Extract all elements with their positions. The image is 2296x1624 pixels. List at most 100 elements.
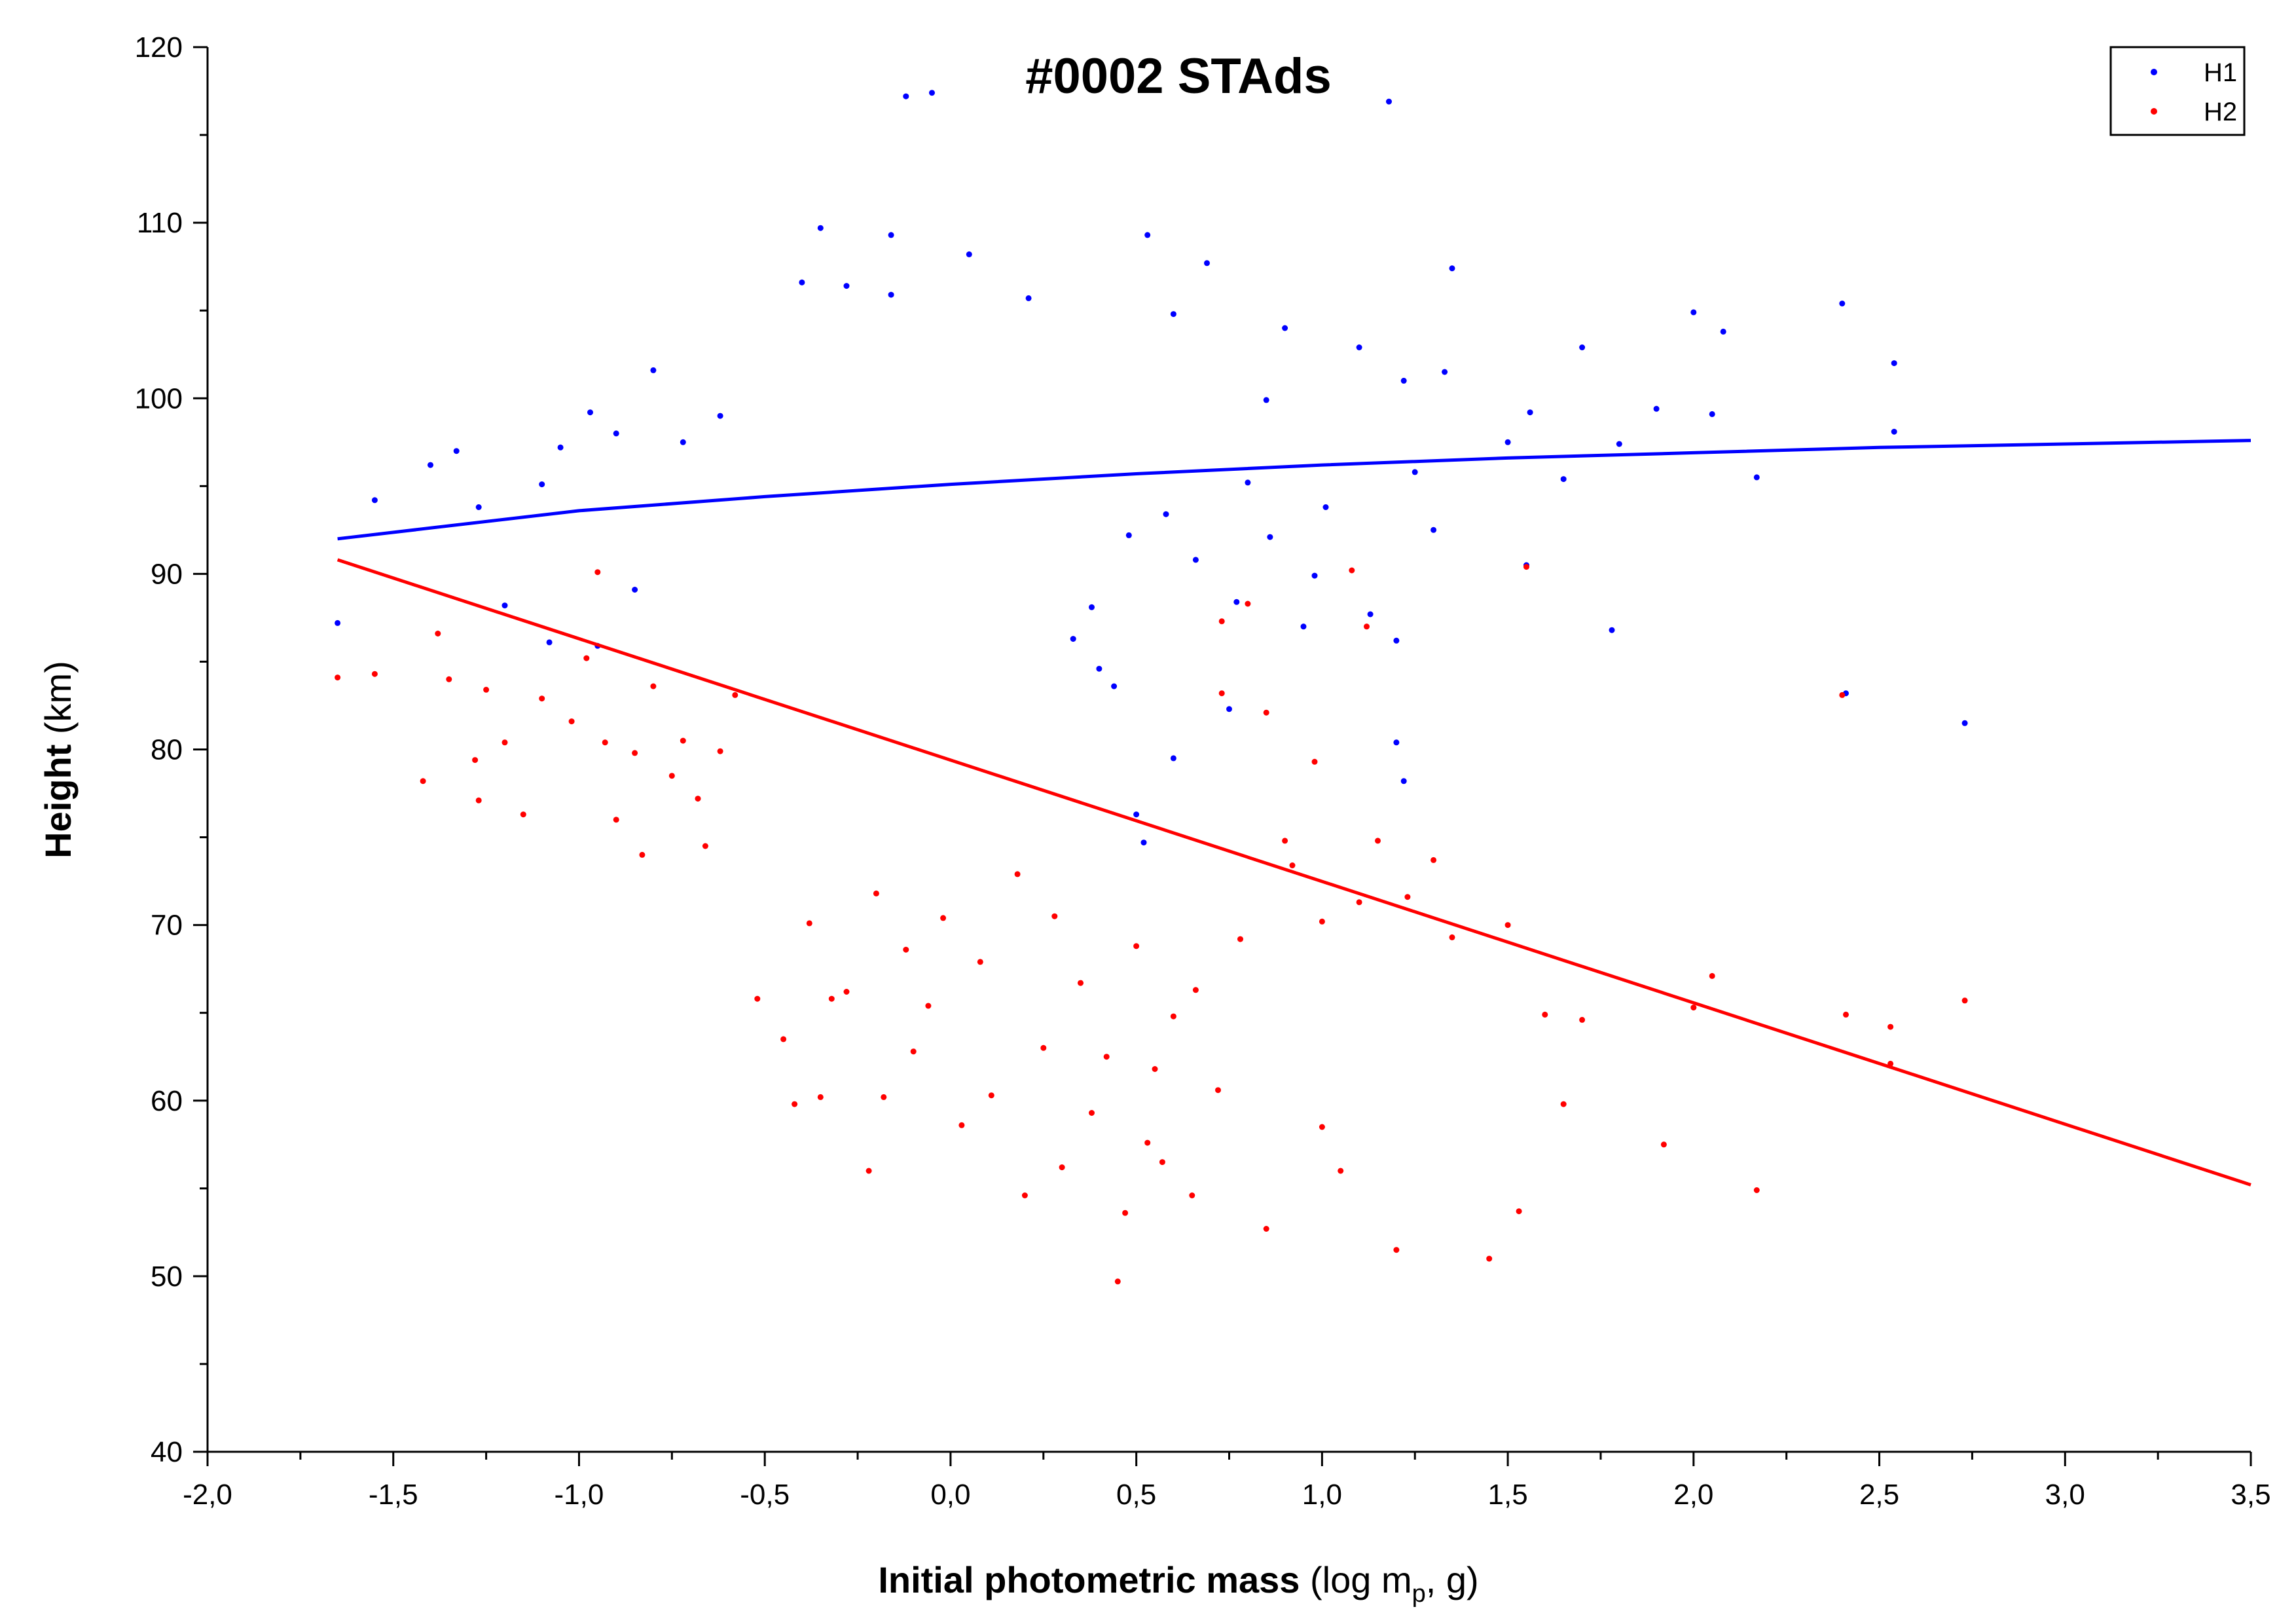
- data-point-h2: [1504, 922, 1511, 929]
- data-point-h2: [568, 718, 575, 725]
- y-tick-label: 80: [151, 734, 183, 766]
- data-point-h2: [632, 750, 638, 756]
- data-point-h2: [958, 1122, 965, 1128]
- data-point-h1: [1449, 265, 1455, 272]
- data-point-h2: [1375, 838, 1381, 844]
- data-point-h1: [1096, 665, 1102, 672]
- data-point-h1: [1690, 309, 1697, 316]
- x-tick-label: -2,0: [183, 1479, 232, 1511]
- legend-marker-h2: [2151, 108, 2157, 115]
- x-tick-label: 0,5: [1116, 1479, 1156, 1511]
- y-tick-label: 100: [135, 382, 183, 415]
- data-point-h2: [1887, 1024, 1894, 1030]
- y-tick-label: 60: [151, 1085, 183, 1117]
- fit-line-h1: [337, 439, 2251, 541]
- data-point-h2: [1356, 899, 1362, 906]
- data-point-h2: [1040, 1044, 1047, 1051]
- data-point-h2: [1311, 758, 1318, 765]
- data-point-h2: [1349, 567, 1355, 574]
- data-point-h2: [594, 569, 601, 576]
- data-point-h2: [1133, 943, 1140, 950]
- y-tick-label: 120: [135, 31, 183, 64]
- x-axis-title: Initial photometric mass (log mp, g): [878, 1559, 1478, 1608]
- data-point-h1: [1753, 474, 1760, 481]
- data-point-h2: [977, 959, 983, 965]
- points-layer: [335, 90, 1968, 1285]
- data-point-h1: [1070, 636, 1076, 642]
- data-point-h1: [501, 602, 508, 609]
- data-point-h1: [587, 409, 593, 416]
- data-point-h1: [1111, 683, 1118, 690]
- data-point-h1: [1140, 840, 1147, 846]
- data-point-h2: [1152, 1066, 1158, 1072]
- data-point-h1: [1709, 411, 1715, 417]
- data-point-h2: [650, 683, 657, 690]
- data-point-h1: [1891, 360, 1897, 367]
- data-point-h2: [717, 748, 723, 754]
- data-point-h1: [1282, 325, 1288, 331]
- data-point-h1: [1367, 611, 1374, 618]
- data-point-h2: [702, 843, 708, 849]
- data-point-h2: [866, 1168, 872, 1174]
- data-point-h1: [371, 497, 378, 504]
- legend-label-h1: H1: [2204, 58, 2237, 87]
- data-point-h2: [925, 1003, 932, 1009]
- data-point-h2: [501, 739, 508, 746]
- data-point-h2: [520, 811, 526, 818]
- data-point-h2: [680, 737, 686, 744]
- data-point-h2: [1579, 1016, 1586, 1023]
- x-axis-title-post: , g): [1426, 1559, 1479, 1600]
- data-point-h1: [1891, 428, 1897, 435]
- data-point-h2: [475, 797, 482, 803]
- data-point-h1: [1170, 755, 1176, 762]
- data-point-h1: [1125, 532, 1132, 538]
- data-point-h2: [1215, 1087, 1221, 1094]
- data-point-h2: [903, 946, 909, 953]
- data-point-h1: [966, 251, 972, 257]
- data-point-h1: [1133, 811, 1140, 818]
- data-point-h1: [1144, 232, 1151, 238]
- x-tick-label: 3,0: [2045, 1479, 2085, 1511]
- data-point-h1: [1839, 301, 1846, 306]
- data-point-h2: [754, 995, 761, 1002]
- data-point-h2: [1122, 1209, 1129, 1216]
- data-point-h1: [1192, 557, 1199, 563]
- data-point-h2: [988, 1092, 994, 1099]
- data-point-h2: [1159, 1159, 1165, 1166]
- data-point-h1: [1245, 479, 1251, 486]
- data-point-h1: [1560, 476, 1567, 483]
- x-tick-label: -0,5: [740, 1479, 790, 1511]
- x-tick-label: -1,0: [555, 1479, 604, 1511]
- data-point-h2: [420, 778, 426, 784]
- data-point-h2: [1114, 1278, 1121, 1285]
- data-point-h2: [371, 671, 378, 677]
- data-point-h2: [1542, 1011, 1548, 1018]
- x-tick-label: -1,5: [369, 1479, 418, 1511]
- data-point-h2: [1189, 1192, 1195, 1198]
- data-point-h2: [1218, 690, 1225, 697]
- data-point-h2: [472, 757, 479, 764]
- data-point-h1: [1267, 534, 1273, 540]
- series-h1-points: [335, 90, 1968, 846]
- data-point-h1: [843, 283, 850, 289]
- data-point-h2: [1218, 618, 1225, 625]
- data-point-h1: [1412, 469, 1418, 475]
- data-point-h1: [650, 367, 657, 373]
- x-axis-title-pre: (log m: [1300, 1559, 1412, 1600]
- data-point-h2: [446, 676, 452, 682]
- data-point-h1: [817, 225, 824, 231]
- data-point-h2: [1014, 871, 1021, 877]
- data-point-h2: [583, 655, 590, 661]
- data-point-h2: [1843, 1011, 1849, 1018]
- data-point-h1: [557, 444, 564, 451]
- data-point-h2: [1690, 1005, 1697, 1011]
- data-point-h2: [806, 920, 812, 927]
- data-point-h1: [335, 619, 341, 626]
- data-point-h1: [1430, 526, 1437, 533]
- data-point-h2: [602, 739, 608, 746]
- data-point-h1: [546, 639, 553, 646]
- data-point-h1: [929, 90, 935, 96]
- data-point-h1: [1961, 720, 1968, 726]
